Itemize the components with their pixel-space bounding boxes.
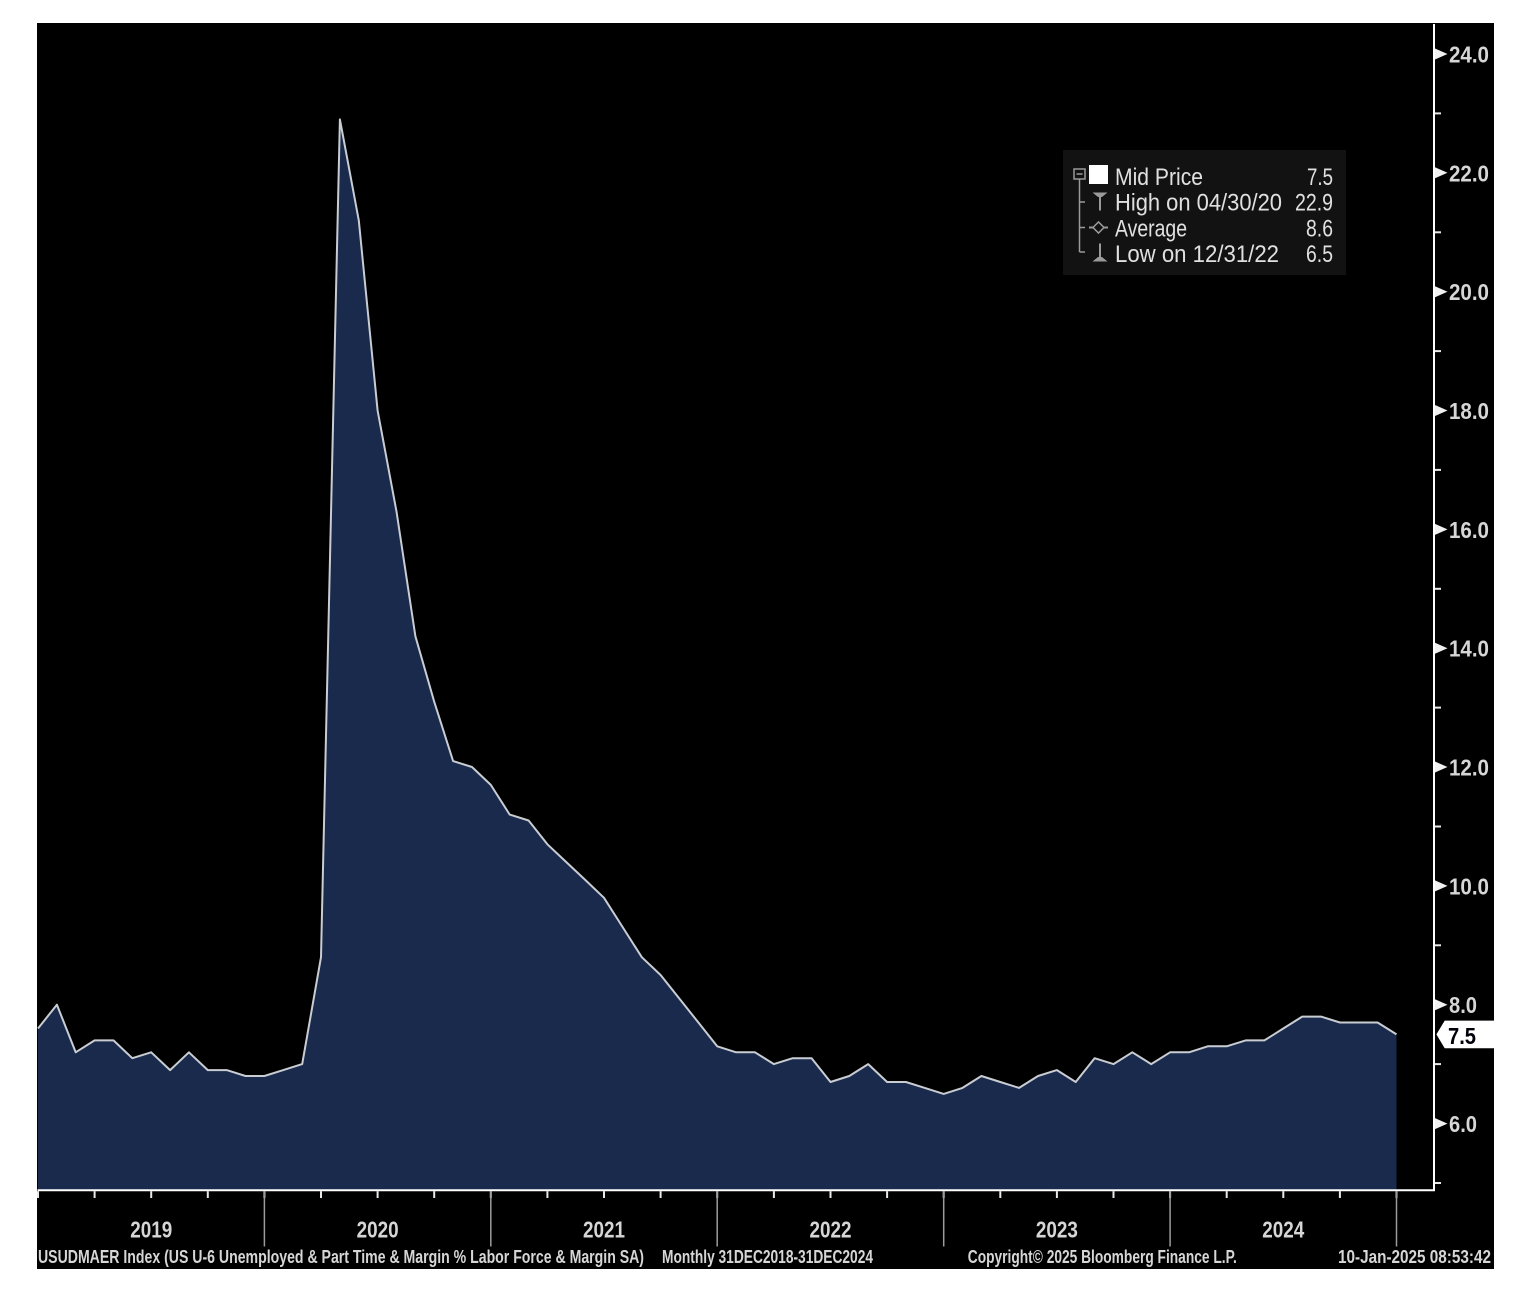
svg-text:2024: 2024 (1262, 1217, 1304, 1243)
svg-text:USUDMAER Index (US U-6 Unemplo: USUDMAER Index (US U-6 Unemployed & Part… (38, 1246, 644, 1267)
svg-text:7.5: 7.5 (1307, 164, 1333, 191)
svg-text:10.0: 10.0 (1449, 873, 1489, 899)
svg-text:22.0: 22.0 (1449, 160, 1489, 186)
svg-text:7.5: 7.5 (1448, 1023, 1476, 1049)
svg-text:14.0: 14.0 (1449, 636, 1489, 662)
svg-text:20.0: 20.0 (1449, 279, 1489, 305)
svg-text:8.6: 8.6 (1306, 215, 1333, 242)
svg-text:16.0: 16.0 (1449, 517, 1489, 543)
svg-text:22.9: 22.9 (1295, 190, 1333, 217)
svg-text:Monthly 31DEC2018-31DEC2024: Monthly 31DEC2018-31DEC2024 (662, 1246, 874, 1267)
svg-text:12.0: 12.0 (1449, 755, 1489, 781)
svg-text:2023: 2023 (1036, 1217, 1078, 1243)
svg-text:8.0: 8.0 (1449, 992, 1477, 1018)
svg-text:Copyright© 2025 Bloomberg Fina: Copyright© 2025 Bloomberg Finance L.P. (968, 1246, 1237, 1267)
svg-text:Average: Average (1115, 215, 1187, 242)
svg-text:Low on 12/31/22: Low on 12/31/22 (1115, 241, 1279, 268)
svg-text:2020: 2020 (357, 1217, 399, 1243)
svg-text:High on 04/30/20: High on 04/30/20 (1115, 190, 1282, 217)
svg-text:6.5: 6.5 (1306, 241, 1333, 268)
svg-text:24.0: 24.0 (1449, 42, 1489, 68)
svg-text:2022: 2022 (810, 1217, 852, 1243)
svg-text:6.0: 6.0 (1449, 1111, 1477, 1137)
svg-text:10-Jan-2025 08:53:42: 10-Jan-2025 08:53:42 (1338, 1246, 1491, 1267)
svg-text:2021: 2021 (583, 1217, 625, 1243)
svg-text:18.0: 18.0 (1449, 398, 1489, 424)
svg-text:2019: 2019 (130, 1217, 172, 1243)
svg-text:Mid Price: Mid Price (1115, 164, 1203, 191)
